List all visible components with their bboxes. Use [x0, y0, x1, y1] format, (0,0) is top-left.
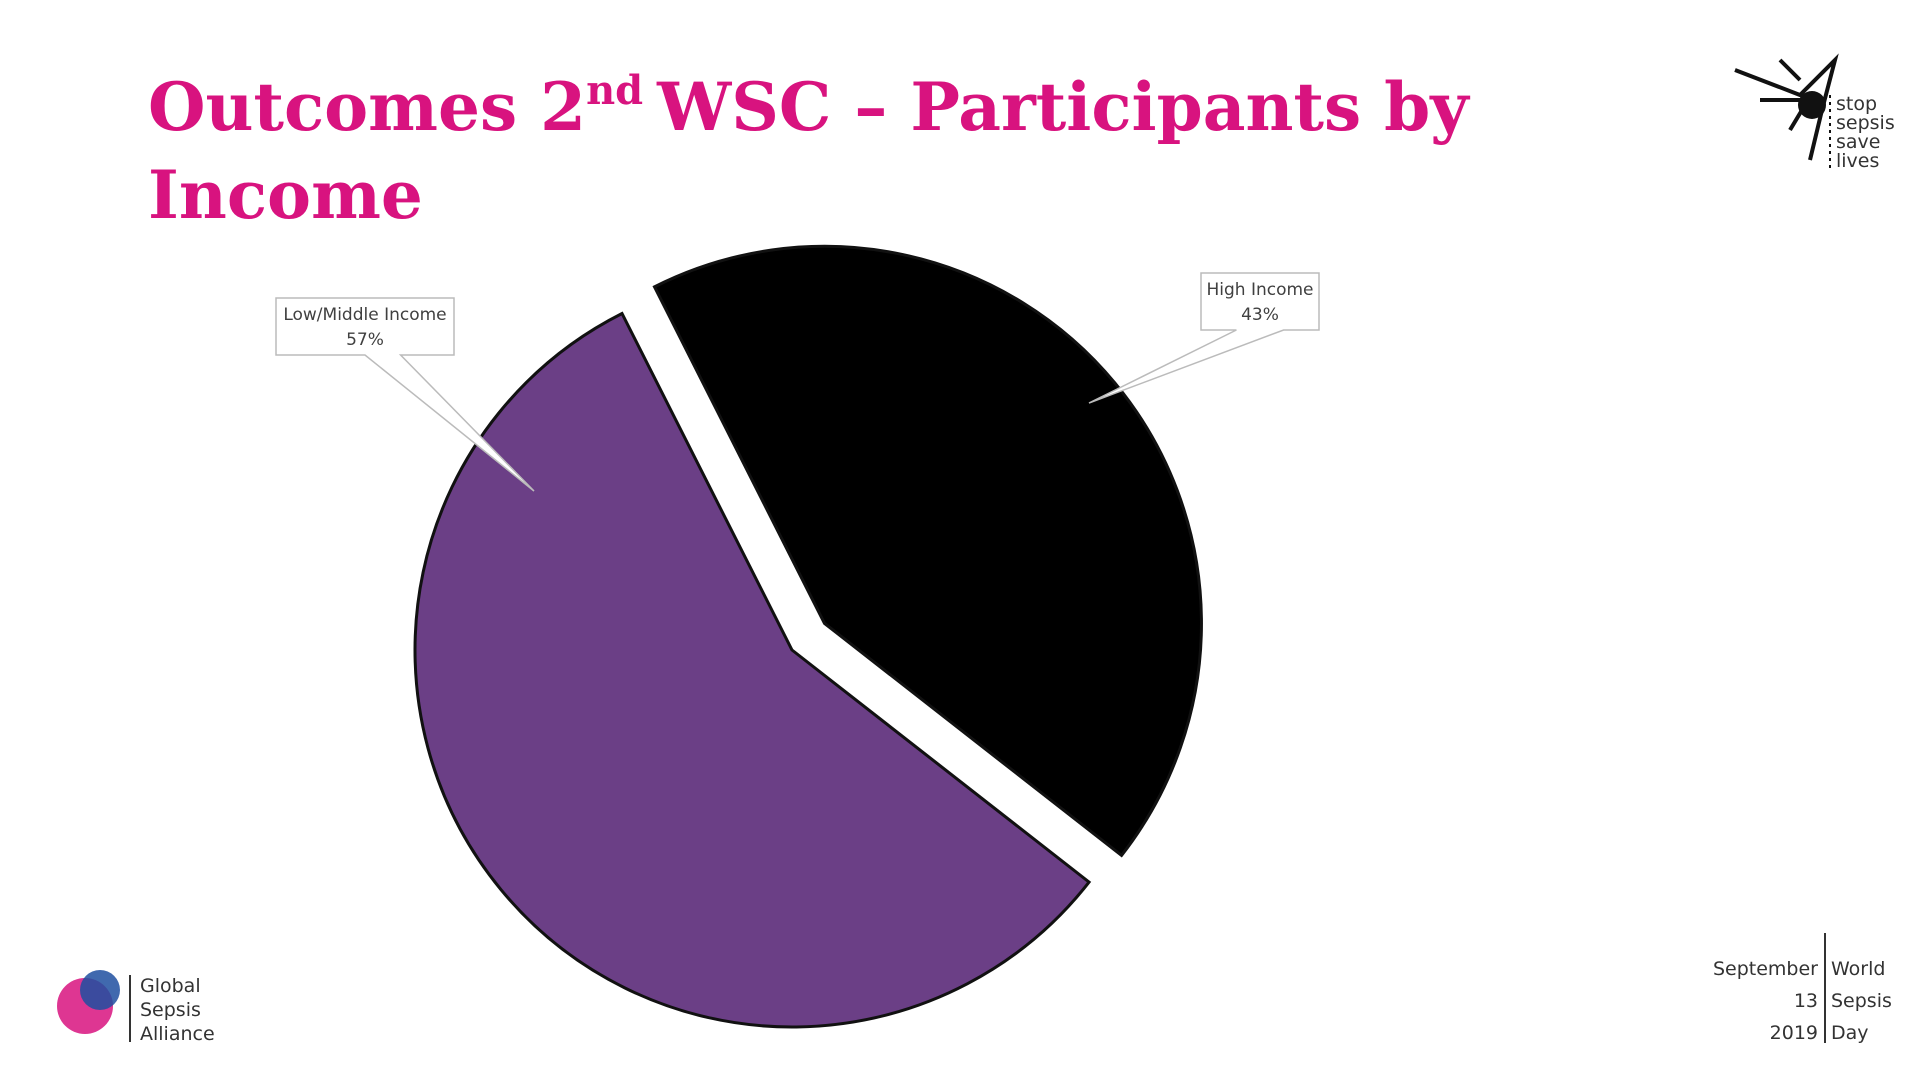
brand-text: Day — [1831, 1022, 1869, 1044]
brand-text: lives — [1836, 150, 1879, 172]
title-rest: WSC – Participants by — [656, 68, 1470, 146]
callout-category: High Income — [1206, 280, 1313, 300]
brand-text: World — [1831, 958, 1885, 980]
brand-text: 13 — [1794, 990, 1818, 1012]
pie-slice — [652, 244, 1203, 858]
gsa-logo — [57, 970, 131, 1042]
pie-slice — [413, 311, 1092, 1029]
title-sup: nd — [586, 67, 643, 114]
callout-box — [275, 297, 535, 492]
pie — [413, 244, 1203, 1029]
brand-text: Sepsis — [140, 999, 201, 1021]
brand-text: save — [1836, 131, 1880, 153]
title-line-2: Income — [148, 156, 423, 234]
callout-value: 43% — [1241, 305, 1279, 325]
callout-category: Low/Middle Income — [283, 305, 446, 325]
brand-text: sepsis — [1836, 112, 1895, 134]
brand-text: Alliance — [140, 1023, 215, 1045]
stop-sepsis-logo — [1734, 53, 1839, 170]
callout-value: 57% — [346, 330, 384, 350]
brand-text: 2019 — [1770, 1022, 1818, 1044]
title-line-1: Outcomes 2nd WSC – Participants by — [148, 67, 1470, 146]
brand-text: Sepsis — [1831, 990, 1892, 1012]
brand-text: Global — [140, 975, 201, 997]
world-sepsis-day: September 13 2019 World Sepsis Day — [1713, 958, 1892, 1044]
brand-text: stop — [1836, 93, 1877, 115]
callouts: Low/Middle Income 57% High Income 43% — [275, 272, 1320, 492]
title-main: Outcomes 2 — [148, 68, 586, 146]
brand-text: September — [1713, 958, 1818, 980]
callout-box — [1088, 272, 1320, 404]
